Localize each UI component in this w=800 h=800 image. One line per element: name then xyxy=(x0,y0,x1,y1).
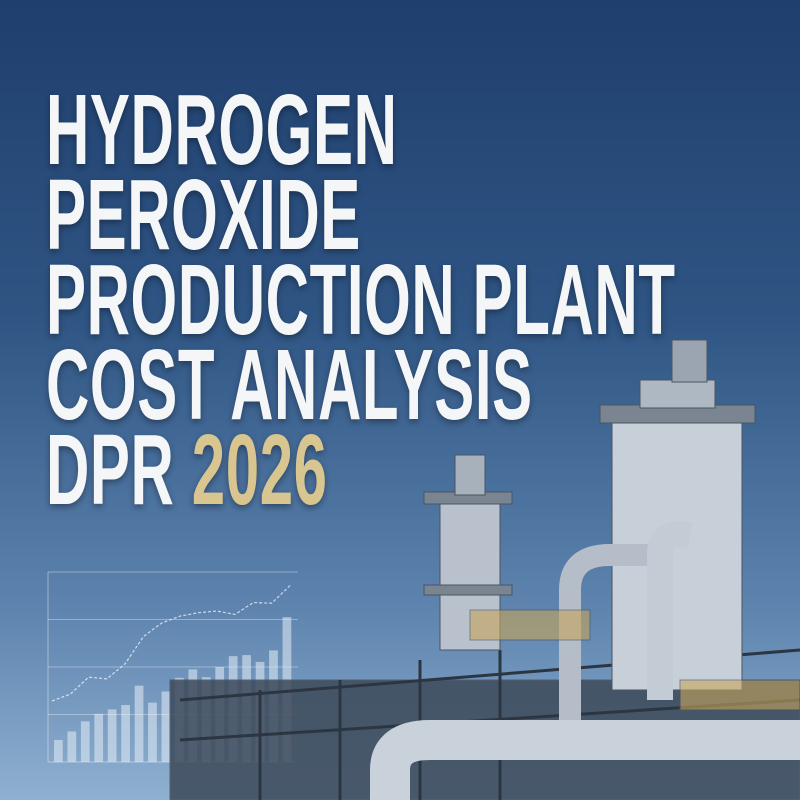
chart-bar xyxy=(107,709,117,762)
title-line: PEROXIDE xyxy=(46,159,361,271)
title-line: HYDROGEN xyxy=(46,74,398,186)
title-year: 2026 xyxy=(191,414,328,526)
chart-bar xyxy=(54,739,63,762)
title-line: PRODUCTION PLANT xyxy=(46,244,676,356)
title-line: DPR 2026 xyxy=(46,420,676,520)
chart-bar xyxy=(121,705,130,762)
chart-trend-line xyxy=(51,585,291,702)
title-line: COST ANALYSIS xyxy=(46,329,533,441)
chart-bar xyxy=(134,685,144,762)
chart-bar xyxy=(80,721,90,762)
title-prefix: DPR xyxy=(46,414,175,526)
chart-bar xyxy=(94,713,104,762)
industrial-plant xyxy=(169,339,800,800)
page-title: HYDROGEN PEROXIDE PRODUCTION PLANT COST … xyxy=(46,74,800,520)
chart-bar xyxy=(161,691,171,762)
chart-bar xyxy=(67,731,77,762)
chart-bar xyxy=(148,702,157,762)
